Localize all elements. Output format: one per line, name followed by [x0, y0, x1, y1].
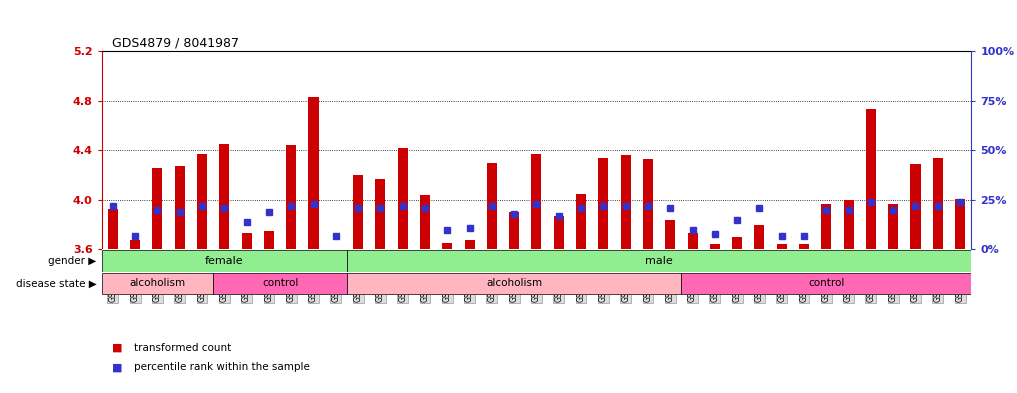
Bar: [102, 272, 214, 294]
Bar: [843, 200, 853, 250]
Text: disease state ▶: disease state ▶: [16, 278, 97, 288]
Bar: [822, 204, 831, 250]
Bar: [732, 237, 742, 250]
Bar: [175, 166, 185, 250]
Bar: [286, 145, 296, 250]
Bar: [420, 195, 430, 250]
Bar: [375, 179, 385, 250]
Bar: [347, 272, 681, 294]
Bar: [242, 233, 251, 250]
Text: transformed count: transformed count: [134, 343, 232, 353]
Bar: [398, 148, 408, 250]
Text: ■: ■: [112, 343, 122, 353]
Bar: [665, 220, 675, 250]
Text: GDS4879 / 8041987: GDS4879 / 8041987: [112, 36, 239, 49]
Bar: [598, 158, 608, 250]
Bar: [510, 212, 520, 250]
Bar: [153, 167, 163, 250]
Bar: [777, 244, 787, 250]
Bar: [681, 272, 971, 294]
Bar: [755, 225, 765, 250]
Text: female: female: [205, 256, 244, 266]
Bar: [532, 154, 541, 250]
Bar: [465, 239, 475, 250]
Text: control: control: [809, 278, 844, 288]
Text: gender ▶: gender ▶: [49, 256, 97, 266]
Bar: [865, 109, 876, 250]
Text: alcoholism: alcoholism: [486, 278, 542, 288]
Bar: [197, 154, 207, 250]
Bar: [347, 250, 971, 272]
Text: ■: ■: [112, 362, 122, 373]
Bar: [220, 144, 230, 250]
Bar: [955, 198, 965, 250]
Bar: [933, 158, 943, 250]
Bar: [687, 233, 698, 250]
Text: control: control: [262, 278, 298, 288]
Bar: [710, 244, 720, 250]
Bar: [910, 164, 920, 250]
Text: alcoholism: alcoholism: [129, 278, 185, 288]
Bar: [553, 216, 563, 250]
Bar: [888, 204, 898, 250]
Bar: [102, 250, 347, 272]
Bar: [214, 272, 347, 294]
Bar: [263, 231, 274, 250]
Bar: [108, 209, 118, 250]
Bar: [442, 243, 453, 250]
Text: male: male: [645, 256, 673, 266]
Text: percentile rank within the sample: percentile rank within the sample: [134, 362, 310, 373]
Bar: [487, 163, 497, 250]
Bar: [576, 194, 586, 250]
Bar: [620, 155, 631, 250]
Bar: [643, 159, 653, 250]
Bar: [130, 239, 140, 250]
Bar: [308, 97, 318, 250]
Bar: [799, 244, 810, 250]
Bar: [353, 175, 363, 250]
